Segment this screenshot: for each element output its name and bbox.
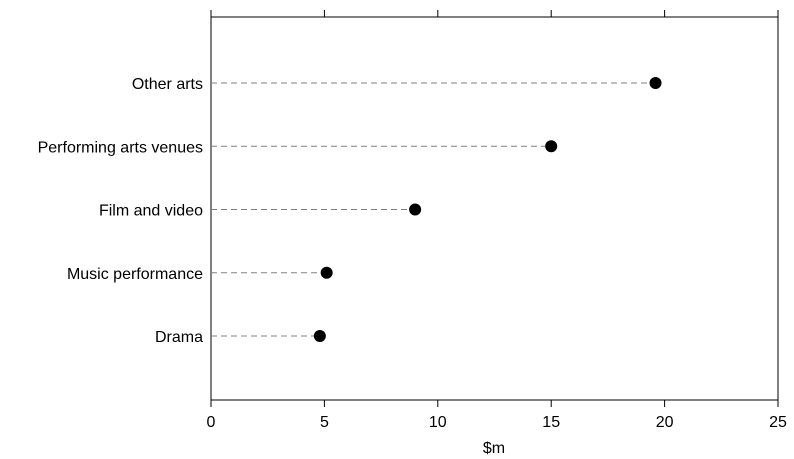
plot-frame <box>210 16 779 401</box>
data-point-0 <box>649 77 662 89</box>
top-tick-marks <box>210 10 779 17</box>
leader-lines <box>211 82 650 337</box>
category-label-1: Performing arts venues <box>38 139 203 156</box>
x-tick-labels: 0 5 10 15 20 25 <box>207 414 787 431</box>
x-tick-label-5: 25 <box>769 414 787 431</box>
category-labels: Other arts Performing arts venues Film and… <box>38 76 204 346</box>
x-axis-title: $m <box>483 440 505 457</box>
x-tick-label-1: 5 <box>320 414 329 431</box>
category-label-3: Music performance <box>67 266 203 283</box>
category-label-2: Film and video <box>99 203 203 220</box>
x-tick-label-4: 20 <box>656 414 674 431</box>
data-points <box>313 77 662 342</box>
category-label-0: Other arts <box>132 76 203 93</box>
x-tick-label-2: 10 <box>429 414 447 431</box>
data-point-1 <box>545 140 558 153</box>
category-label-4: Drama <box>155 329 203 346</box>
data-point-4 <box>313 330 326 342</box>
data-point-3 <box>320 266 333 279</box>
data-point-2 <box>409 203 422 216</box>
x-tick-label-0: 0 <box>207 414 216 431</box>
x-tick-label-3: 15 <box>542 414 560 431</box>
bottom-tick-marks <box>210 400 779 407</box>
